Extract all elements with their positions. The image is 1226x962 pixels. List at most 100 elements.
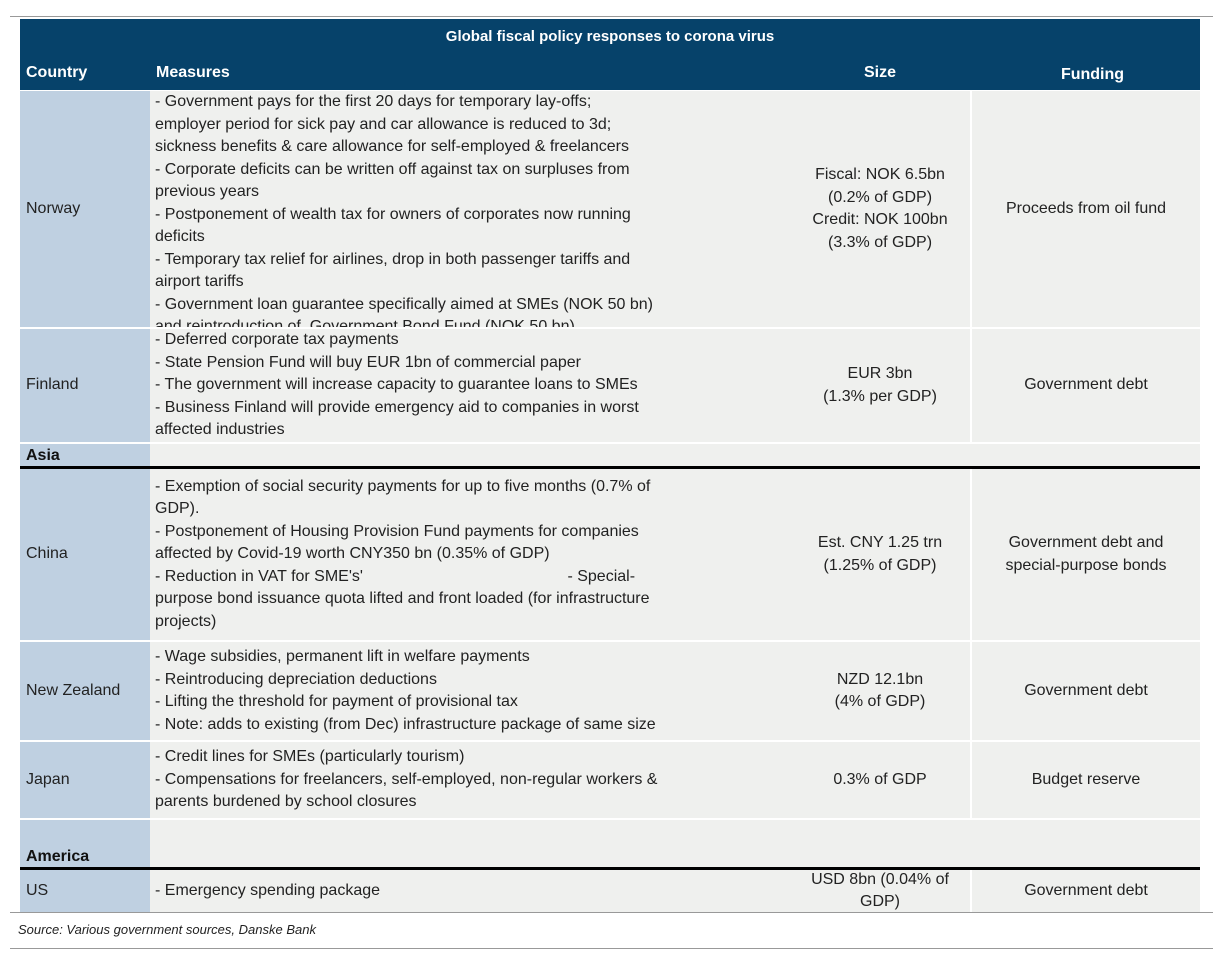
funding-cell: Government debt [972, 870, 1200, 912]
table-title: Global fiscal policy responses to corona… [445, 28, 775, 45]
size-line: (3.3% of GDP) [827, 233, 933, 251]
measure-line: airport tariffs [155, 273, 244, 290]
top-border [10, 16, 1213, 17]
country-cell: Finland [20, 329, 150, 442]
measure-line: - Temporary tax relief for airlines, dro… [155, 250, 631, 268]
funding-line: Proceeds from oil fund [1005, 199, 1167, 217]
funding-line: Budget reserve [1031, 770, 1141, 788]
region-cell [20, 820, 150, 867]
column-header: Funding [1060, 66, 1125, 83]
size-line: (1.25% of GDP) [823, 556, 937, 574]
country: US [26, 881, 49, 899]
country: Finland [26, 376, 79, 394]
size-line: Fiscal: NOK 6.5bn [815, 166, 945, 183]
size-line: (0.2% of GDP) [827, 188, 933, 206]
region-label: Asia [26, 447, 60, 464]
size-cell: USD 8bn (0.04% of GDP) [790, 870, 970, 912]
measure-line: - Emergency spending package [155, 881, 381, 899]
measure-line: previous years [155, 183, 260, 200]
measures-cell: - Wage subsidies, permanent lift in welf… [150, 642, 790, 740]
funding-line: Government debt [1024, 681, 1148, 699]
size-line: (1.3% per GDP) [823, 387, 937, 405]
measures-cell: - Exemption of social security payments … [150, 469, 790, 640]
measure-line: purpose bond issuance quota lifted and f… [155, 590, 650, 608]
funding-line: Government debt [1024, 376, 1148, 394]
measure-line: - Reduction in VAT for SME's' - Special- [155, 567, 636, 585]
region-rule [20, 466, 1200, 469]
funding-line: Government debt [1024, 881, 1148, 899]
measure-line: - The government will increase capacity … [155, 376, 638, 394]
size-line: (4% of GDP) [834, 693, 926, 710]
region-fill [150, 444, 1200, 466]
measure-line: projects) [155, 612, 217, 630]
measure-line: affected by Covid-19 worth CNY350 bn (0.… [155, 545, 550, 563]
funding-cell: Government debt and special-purpose bonds [972, 469, 1200, 640]
measures-cell: - Credit lines for SMEs (particularly to… [150, 742, 790, 818]
measure-line: parents burdened by school closures [155, 793, 417, 811]
funding-cell: Proceeds from oil fund [972, 91, 1200, 327]
country: Japan [26, 770, 70, 788]
region-cell [20, 444, 150, 466]
measure-line: - Reintroducing depreciation deductions [155, 670, 437, 688]
funding-cell: Budget reserve [972, 742, 1200, 818]
measures-cell: - Deferred corporate tax payments - State… [150, 329, 790, 442]
size-line: 0.3% of GDP [833, 770, 927, 788]
size-line: USD 8bn (0.04% of [811, 870, 949, 888]
measure-line: sickness benefits & care allowance for s… [155, 138, 629, 155]
size-line: Est. CNY 1.25 trn [817, 534, 943, 551]
country-cell: New Zealand [20, 642, 150, 740]
source: Source: Various government sources, Dans… [18, 922, 316, 937]
measure-line: - Note: adds to existing (from Dec) infr… [155, 715, 656, 733]
size-cell: NZD 12.1bn (4% of GDP) [790, 642, 970, 740]
measure-line: affected industries [155, 421, 285, 439]
country: China [26, 545, 68, 563]
size-line: GDP) [860, 893, 900, 910]
measure-line: - Government loan guarantee specifically… [155, 295, 654, 313]
country: Norway [26, 199, 81, 217]
measure-line: GDP). [155, 500, 200, 518]
measure-line: - Business Finland will provide emergenc… [155, 398, 639, 416]
column-header: Size [863, 64, 896, 81]
measure-line: - Postponement of wealth tax for owners … [155, 205, 631, 223]
measures-cell: - Government pays for the first 20 days … [150, 91, 790, 327]
country-cell: China [20, 469, 150, 640]
country-cell: Japan [20, 742, 150, 818]
size-cell: Fiscal: NOK 6.5bn (0.2% of GDP) Credit: NO… [790, 91, 970, 327]
measure-line: - Compensations for freelancers, self-em… [155, 770, 658, 788]
measure-line: - Government pays for the first 20 days … [155, 93, 592, 110]
funding-line: Government debt and [1008, 534, 1164, 551]
funding-line: special-purpose bonds [1005, 556, 1167, 574]
country-cell: Norway [20, 91, 150, 327]
size-line: Credit: NOK 100bn [812, 211, 948, 228]
size-cell: Est. CNY 1.25 trn (1.25% of GDP) [790, 469, 970, 640]
measure-line: - Wage subsidies, permanent lift in welf… [155, 648, 530, 665]
measures-cell: - Emergency spending package [150, 870, 790, 912]
measure-line: - Lifting the threshold for payment of p… [155, 693, 518, 710]
region-rule [20, 867, 1200, 870]
size-line: EUR 3bn [847, 365, 913, 382]
measure-line: deficits [155, 228, 205, 245]
country-cell: US [20, 870, 150, 912]
region-fill [150, 820, 1200, 867]
column-header: Measures [156, 64, 230, 81]
measure-line: - Deferred corporate tax payments [155, 331, 399, 349]
measure-line: and reintroduction of Government Bond Fu… [155, 318, 575, 327]
separator [10, 912, 1213, 913]
size-line: NZD 12.1bn [836, 670, 924, 688]
measure-line: - Postponement of Housing Provision Fund… [155, 522, 639, 540]
size-cell: EUR 3bn (1.3% per GDP) [790, 329, 970, 442]
bottom-border [10, 948, 1213, 949]
measure-line: - State Pension Fund will buy EUR 1bn of… [155, 353, 581, 371]
header [20, 19, 1200, 90]
region-label: America [26, 848, 90, 865]
column-header: Country [26, 64, 88, 81]
measure-line: - Credit lines for SMEs (particularly to… [155, 748, 465, 766]
measure-line: - Exemption of social security payments … [155, 477, 651, 495]
country: New Zealand [26, 681, 121, 699]
funding-cell: Government debt [972, 329, 1200, 442]
measure-line: employer period for sick pay and car all… [155, 115, 612, 133]
measure-line: - Corporate deficits can be written off … [155, 160, 630, 178]
size-cell: 0.3% of GDP [790, 742, 970, 818]
funding-cell: Government debt [972, 642, 1200, 740]
